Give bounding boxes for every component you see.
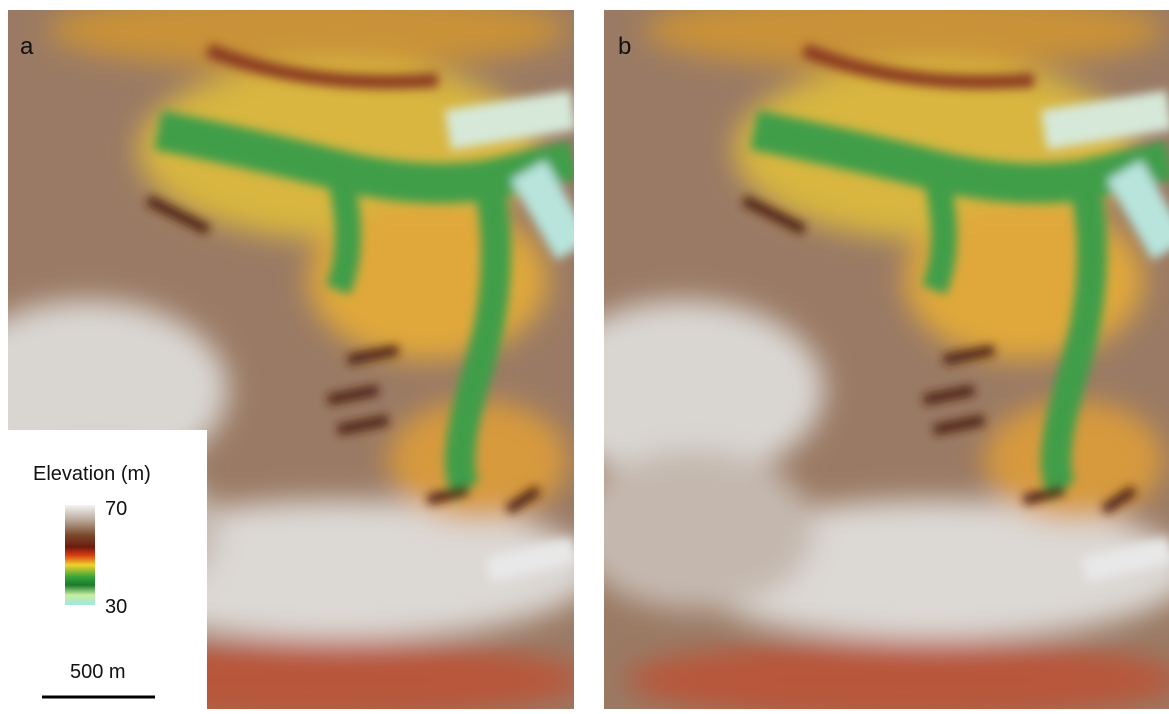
legend-min: 30 <box>105 596 127 618</box>
scale-label: 500 m <box>70 661 126 683</box>
legend: Elevation (m) 70 30 500 m <box>8 430 207 709</box>
color-bar <box>65 505 95 605</box>
legend-title: Elevation (m) <box>33 463 151 485</box>
figure: a b Elevation (m) 70 30 500 m <box>0 0 1169 709</box>
terrain-map <box>544 0 1169 709</box>
panel-label: b <box>618 33 631 60</box>
legend-max: 70 <box>105 498 127 520</box>
panel-label: a <box>20 33 34 60</box>
panel-b: b <box>544 0 1169 709</box>
